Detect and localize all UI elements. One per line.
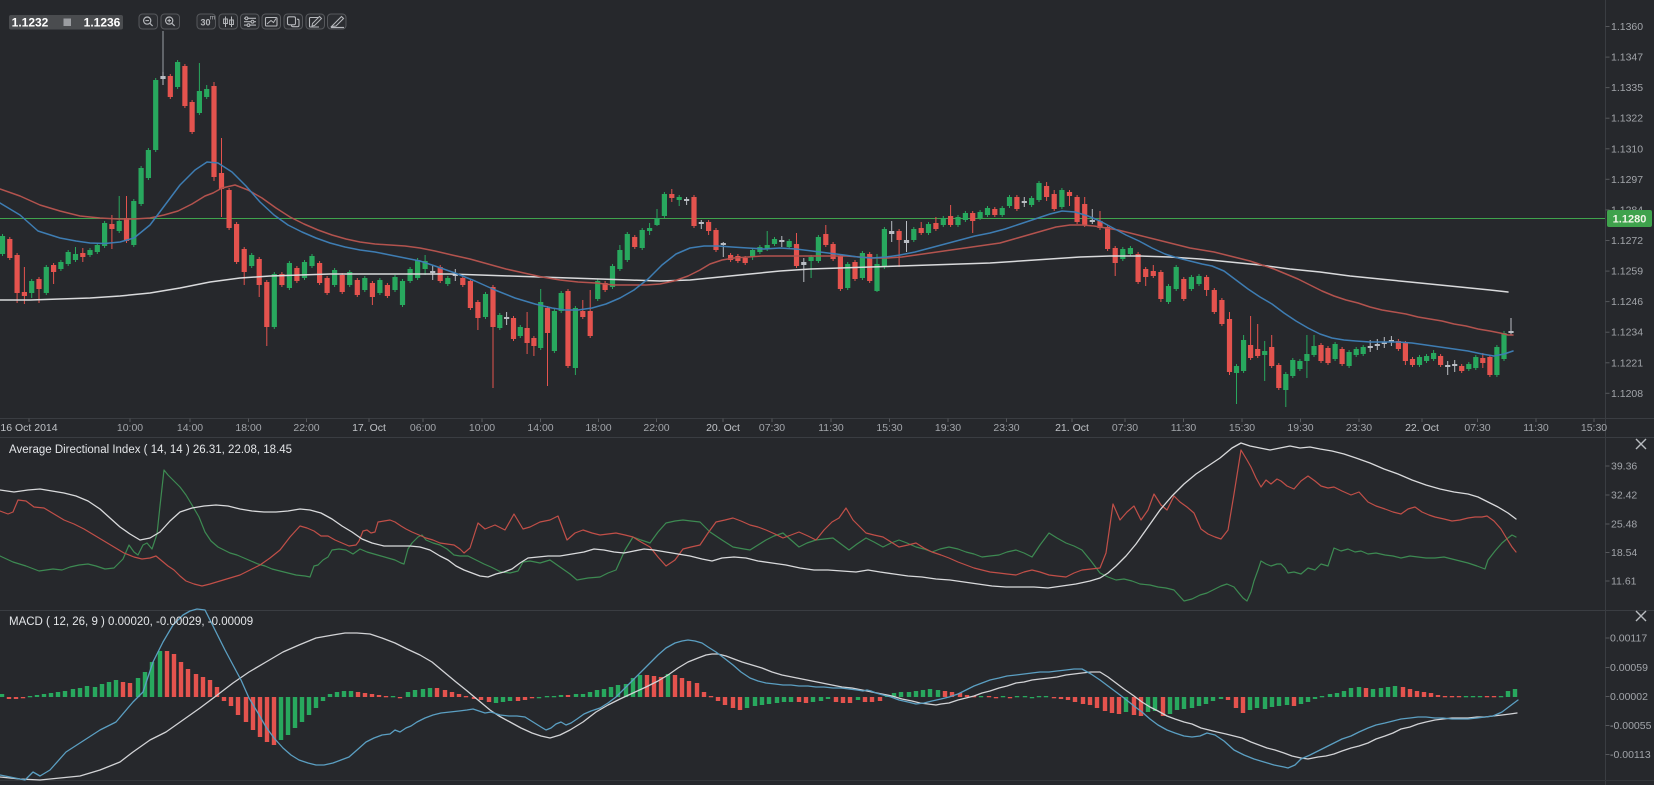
svg-text:1.1246: 1.1246	[1611, 296, 1643, 308]
svg-text:11:30: 11:30	[1171, 422, 1197, 434]
svg-text:22:00: 22:00	[643, 422, 669, 434]
svg-text:1.1280: 1.1280	[1613, 214, 1647, 226]
svg-text:07:30: 07:30	[1464, 422, 1490, 434]
svg-text:14:00: 14:00	[177, 422, 203, 434]
svg-text:15:30: 15:30	[1229, 422, 1255, 434]
svg-text:16 Oct 2014: 16 Oct 2014	[0, 422, 57, 434]
svg-text:-0.00113: -0.00113	[1610, 749, 1651, 761]
svg-text:11:30: 11:30	[818, 422, 844, 434]
svg-text:06:00: 06:00	[410, 422, 436, 434]
svg-text:18.54: 18.54	[1611, 547, 1637, 559]
svg-text:10:00: 10:00	[469, 422, 495, 434]
svg-text:23:30: 23:30	[993, 422, 1019, 434]
svg-text:m: m	[210, 15, 215, 22]
svg-text:1.1297: 1.1297	[1611, 174, 1643, 186]
svg-text:17. Oct: 17. Oct	[352, 422, 386, 434]
svg-text:19:30: 19:30	[935, 422, 961, 434]
svg-text:1.1360: 1.1360	[1611, 21, 1643, 33]
svg-text:20. Oct: 20. Oct	[706, 422, 740, 434]
svg-text:25.48: 25.48	[1611, 519, 1637, 531]
svg-text:MACD ( 12, 26, 9 ) 0.00020, -0: MACD ( 12, 26, 9 ) 0.00020, -0.00029, -0…	[9, 616, 253, 628]
svg-text:11.61: 11.61	[1611, 576, 1637, 588]
svg-text:1.1322: 1.1322	[1611, 113, 1643, 125]
svg-text:07:30: 07:30	[759, 422, 785, 434]
svg-text:Average Directional Index ( 14: Average Directional Index ( 14, 14 ) 26.…	[9, 444, 292, 456]
svg-text:22. Oct: 22. Oct	[1405, 422, 1439, 434]
svg-text:1.1347: 1.1347	[1611, 52, 1643, 64]
svg-text:0.00117: 0.00117	[1610, 633, 1647, 645]
svg-text:-0.00055: -0.00055	[1610, 720, 1652, 732]
svg-text:22:00: 22:00	[293, 422, 319, 434]
svg-text:1.1335: 1.1335	[1611, 82, 1643, 94]
svg-text:1.1310: 1.1310	[1611, 143, 1643, 155]
svg-text:19:30: 19:30	[1287, 422, 1313, 434]
svg-text:10:00: 10:00	[117, 422, 143, 434]
svg-text:0.00002: 0.00002	[1610, 691, 1648, 703]
svg-text:1.1234: 1.1234	[1611, 327, 1643, 339]
svg-text:39.36: 39.36	[1611, 461, 1637, 473]
svg-text:11:30: 11:30	[1523, 422, 1549, 434]
svg-text:1.1221: 1.1221	[1611, 357, 1643, 369]
svg-text:32.42: 32.42	[1611, 490, 1637, 502]
svg-text:1.1236: 1.1236	[84, 16, 121, 30]
svg-text:23:30: 23:30	[1346, 422, 1372, 434]
svg-text:1.1232: 1.1232	[12, 16, 49, 30]
svg-text:14:00: 14:00	[527, 422, 553, 434]
svg-text:1.1272: 1.1272	[1611, 235, 1643, 247]
svg-text:07:30: 07:30	[1112, 422, 1138, 434]
svg-text:30: 30	[200, 18, 210, 28]
svg-text:15:30: 15:30	[1581, 422, 1607, 434]
svg-text:1.1208: 1.1208	[1611, 388, 1643, 400]
svg-text:21. Oct: 21. Oct	[1055, 422, 1089, 434]
svg-text:18:00: 18:00	[235, 422, 261, 434]
svg-text:15:30: 15:30	[876, 422, 902, 434]
svg-text:18:00: 18:00	[585, 422, 611, 434]
svg-text:1.1259: 1.1259	[1611, 266, 1643, 278]
svg-text:0.00059: 0.00059	[1610, 662, 1648, 674]
